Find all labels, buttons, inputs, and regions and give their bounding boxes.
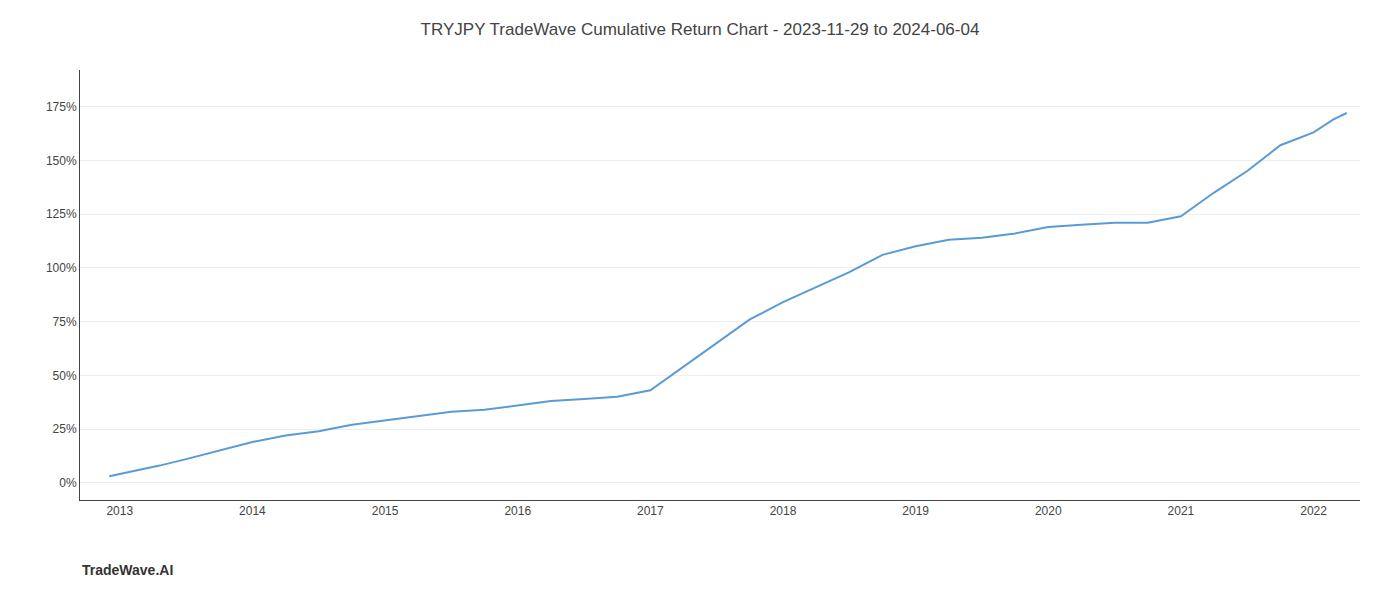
svg-text:2022: 2022: [1300, 504, 1327, 518]
svg-text:25%: 25%: [53, 422, 77, 436]
svg-text:2016: 2016: [504, 504, 531, 518]
svg-text:2021: 2021: [1168, 504, 1195, 518]
svg-text:2017: 2017: [637, 504, 664, 518]
svg-text:175%: 175%: [46, 100, 77, 114]
svg-text:TRYJPY TradeWave Cumulative Re: TRYJPY TradeWave Cumulative Return Chart…: [421, 20, 980, 39]
svg-text:2018: 2018: [770, 504, 797, 518]
svg-text:150%: 150%: [46, 154, 77, 168]
svg-text:0%: 0%: [59, 476, 77, 490]
svg-text:2015: 2015: [372, 504, 399, 518]
svg-text:TradeWave.AI: TradeWave.AI: [82, 562, 173, 578]
svg-text:2019: 2019: [902, 504, 929, 518]
svg-text:2014: 2014: [239, 504, 266, 518]
svg-text:2020: 2020: [1035, 504, 1062, 518]
svg-text:100%: 100%: [46, 261, 77, 275]
svg-text:125%: 125%: [46, 207, 77, 221]
svg-text:50%: 50%: [53, 369, 77, 383]
svg-text:75%: 75%: [53, 315, 77, 329]
svg-text:2013: 2013: [106, 504, 133, 518]
